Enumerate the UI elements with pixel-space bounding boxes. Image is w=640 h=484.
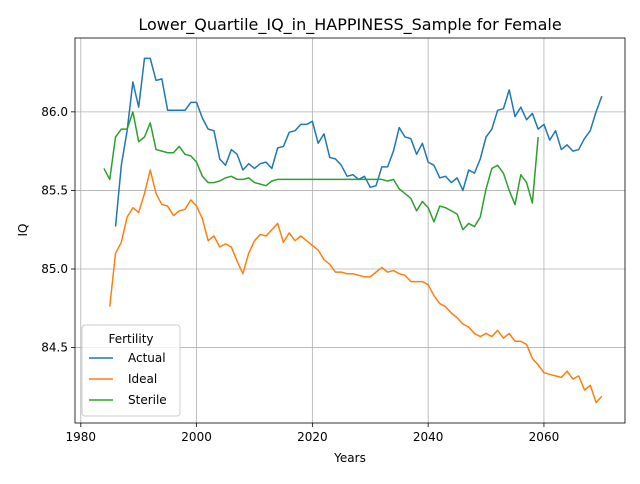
legend-box	[81, 324, 181, 417]
x-axis-label: Years	[333, 451, 366, 465]
y-tick-label: 84.5	[41, 341, 68, 355]
chart-title: Lower_Quartile_IQ_in_HAPPINESS_Sample fo…	[138, 15, 561, 35]
series-line-ideal	[108, 169, 603, 404]
x-tick-label: 2020	[297, 430, 328, 444]
legend-label-ideal: Ideal	[128, 372, 157, 386]
series-lines	[103, 57, 603, 404]
x-tick-label: 2040	[413, 430, 444, 444]
legend-items: Actual Ideal Sterile	[89, 351, 167, 407]
y-axis-label: IQ	[16, 224, 30, 237]
legend-label-sterile: Sterile	[128, 393, 167, 407]
x-tick-label: 2060	[529, 430, 560, 444]
grid-lines	[75, 38, 625, 423]
legend-label-actual: Actual	[128, 351, 166, 365]
y-tick-label: 86.0	[41, 105, 68, 119]
legend-title: Fertility	[108, 332, 153, 346]
legend: Fertility Actual Ideal Sterile	[81, 324, 181, 417]
plot-frame	[74, 37, 626, 424]
y-tick-label: 85.5	[41, 183, 68, 197]
y-axis-ticks: 84.5 85.0 85.5 86.0	[41, 105, 75, 355]
y-tick-label: 85.0	[41, 262, 68, 276]
x-axis-ticks: 1980 2000 2020 2040 2060	[66, 423, 560, 444]
x-tick-label: 2000	[181, 430, 212, 444]
series-line-sterile	[103, 111, 539, 231]
x-tick-label: 1980	[66, 430, 97, 444]
